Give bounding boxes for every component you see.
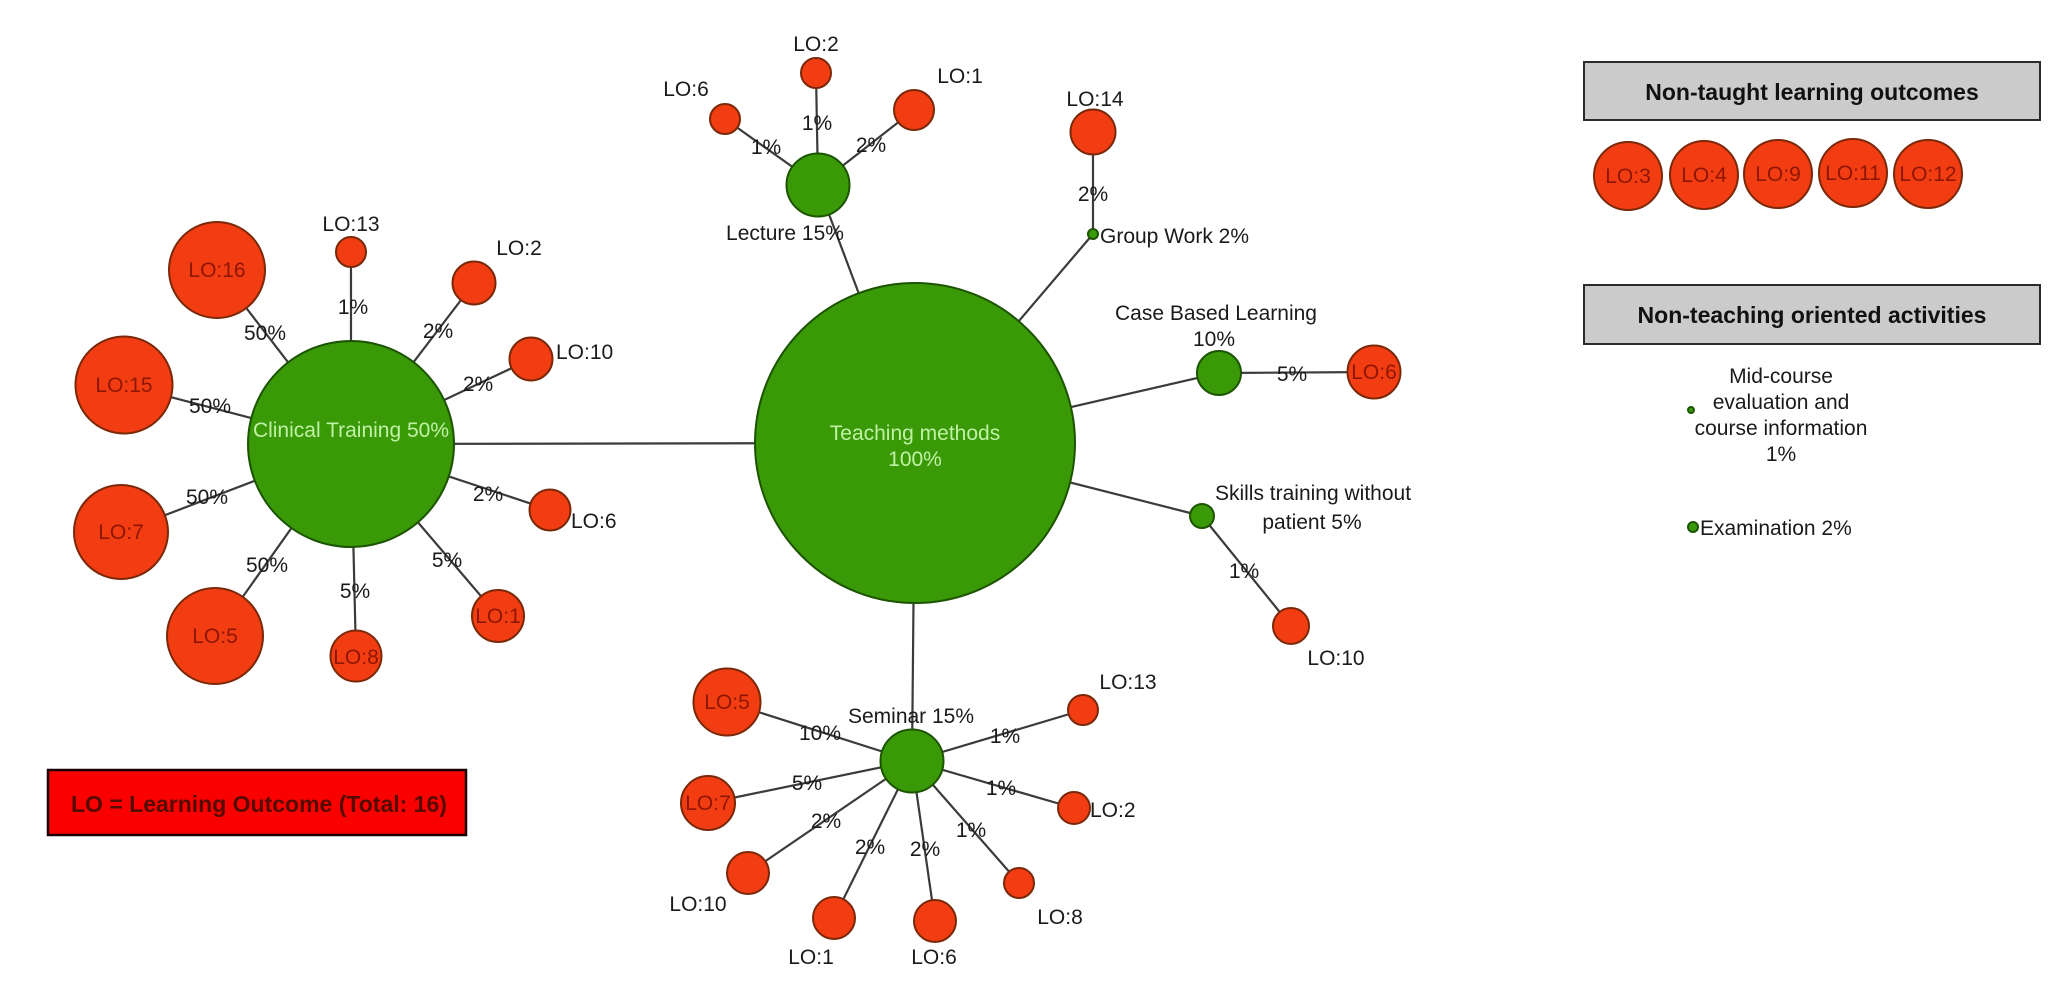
svg-text:LO:3: LO:3 [1605,165,1651,188]
svg-text:1%: 1% [990,725,1020,748]
svg-text:LO:13: LO:13 [1099,671,1156,694]
svg-text:2%: 2% [811,810,841,833]
svg-text:Examination 2%: Examination 2% [1700,517,1852,540]
svg-text:LO:10: LO:10 [556,341,613,364]
svg-text:LO:7: LO:7 [685,792,731,815]
svg-text:LO:6: LO:6 [911,946,957,969]
svg-text:1%: 1% [802,112,832,135]
svg-text:2%: 2% [423,320,453,343]
svg-text:LO:5: LO:5 [192,625,238,648]
svg-text:course information: course information [1695,417,1868,440]
svg-text:Case Based Learning: Case Based Learning [1115,302,1317,325]
svg-text:LO:15: LO:15 [95,374,152,397]
svg-text:Clinical Training 50%: Clinical Training 50% [253,419,449,442]
svg-text:1%: 1% [986,777,1016,800]
svg-text:1%: 1% [1229,560,1259,583]
svg-text:LO:5: LO:5 [704,691,750,714]
svg-text:5%: 5% [792,772,822,795]
svg-text:LO:12: LO:12 [1899,163,1956,186]
svg-text:Seminar 15%: Seminar 15% [848,705,974,728]
svg-text:LO:11: LO:11 [1825,162,1881,185]
svg-text:LO:14: LO:14 [1066,88,1124,111]
svg-text:2%: 2% [856,134,886,157]
svg-text:LO:6: LO:6 [571,510,617,533]
svg-text:1%: 1% [338,296,368,319]
svg-text:LO:1: LO:1 [788,946,834,969]
svg-text:LO:2: LO:2 [496,237,542,260]
svg-text:5%: 5% [340,580,370,603]
svg-text:LO:1: LO:1 [937,65,983,88]
svg-text:50%: 50% [189,395,231,418]
svg-text:LO:7: LO:7 [98,521,144,544]
svg-text:1%: 1% [1766,443,1796,466]
svg-text:Non-taught learning outcomes: Non-taught learning outcomes [1645,79,1979,105]
svg-text:Mid-course: Mid-course [1729,365,1833,388]
svg-text:LO:6: LO:6 [663,78,709,101]
svg-text:LO:2: LO:2 [793,33,839,56]
svg-text:LO:6: LO:6 [1351,361,1397,384]
svg-text:LO:1: LO:1 [475,605,521,628]
svg-text:50%: 50% [246,554,288,577]
svg-text:1%: 1% [751,136,781,159]
svg-text:10%: 10% [799,722,841,745]
svg-text:50%: 50% [244,322,286,345]
svg-text:5%: 5% [1277,363,1307,386]
svg-text:Skills training without: Skills training without [1215,482,1411,505]
svg-text:10%: 10% [1193,328,1235,351]
svg-text:2%: 2% [473,483,503,506]
svg-text:100%: 100% [888,448,942,471]
svg-text:Group Work 2%: Group Work 2% [1100,225,1249,248]
svg-text:LO:13: LO:13 [322,213,379,236]
svg-text:LO:8: LO:8 [1037,906,1083,929]
svg-text:LO:4: LO:4 [1681,164,1727,187]
svg-text:LO = Learning Outcome (Total:: LO = Learning Outcome (Total: 16) [71,791,447,817]
svg-text:patient 5%: patient 5% [1262,511,1361,534]
svg-text:LO:2: LO:2 [1090,799,1136,822]
svg-text:Lecture 15%: Lecture 15% [726,222,844,245]
svg-text:5%: 5% [432,549,462,572]
svg-text:LO:8: LO:8 [333,646,379,669]
svg-text:50%: 50% [186,486,228,509]
svg-text:2%: 2% [463,373,493,396]
svg-text:LO:10: LO:10 [669,893,726,916]
svg-text:2%: 2% [855,836,885,859]
svg-text:LO:16: LO:16 [188,259,245,282]
svg-text:LO:9: LO:9 [1755,163,1801,186]
svg-text:LO:10: LO:10 [1307,647,1364,670]
svg-text:Non-teaching oriented activiti: Non-teaching oriented activities [1638,302,1987,328]
svg-text:Teaching methods: Teaching methods [830,422,1000,445]
svg-text:2%: 2% [910,838,940,861]
svg-text:2%: 2% [1078,183,1108,206]
svg-text:evaluation and: evaluation and [1713,391,1850,414]
svg-text:1%: 1% [956,819,986,842]
